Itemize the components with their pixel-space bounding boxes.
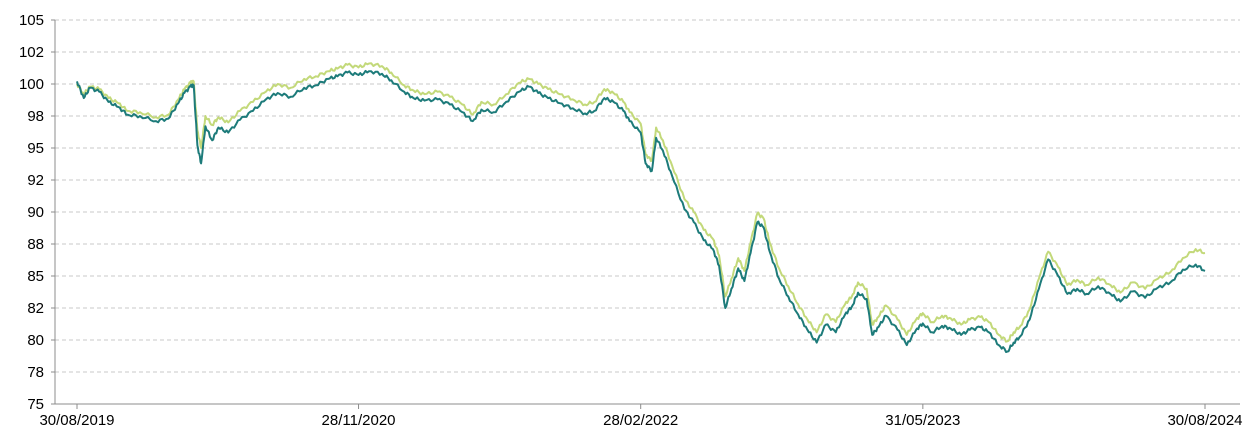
y-tick-label: 95 [27, 140, 44, 157]
y-axis-tick-labels: 105 102 100 98 95 92 90 88 85 82 80 78 75 [19, 12, 55, 413]
y-tick-label: 105 [19, 12, 44, 29]
x-tick-label: 31/05/2023 [885, 412, 960, 429]
y-tick-label: 88 [27, 236, 44, 253]
y-tick-label: 78 [27, 364, 44, 381]
y-tick-label: 92 [27, 172, 44, 189]
y-tick-label: 100 [19, 76, 44, 93]
y-tick-label: 82 [27, 300, 44, 317]
y-tick-label: 75 [27, 396, 44, 413]
y-tick-label: 98 [27, 108, 44, 125]
y-tick-label: 90 [27, 204, 44, 221]
series-line [76, 62, 1206, 343]
series-lines [76, 62, 1206, 353]
x-tick-label: 28/02/2022 [603, 412, 678, 429]
grid-lines [55, 19, 1240, 373]
y-tick-label: 80 [27, 332, 44, 349]
x-tick-label: 30/08/2019 [39, 412, 114, 429]
y-tick-label: 102 [19, 44, 44, 61]
x-axis-tick-labels: 30/08/2019 28/11/2020 28/02/2022 31/05/2023… [39, 404, 1243, 429]
x-tick-label: 30/08/2024 [1167, 412, 1242, 429]
y-tick-label: 85 [27, 268, 44, 285]
x-tick-label: 28/11/2020 [322, 412, 396, 429]
series-line [76, 69, 1206, 353]
